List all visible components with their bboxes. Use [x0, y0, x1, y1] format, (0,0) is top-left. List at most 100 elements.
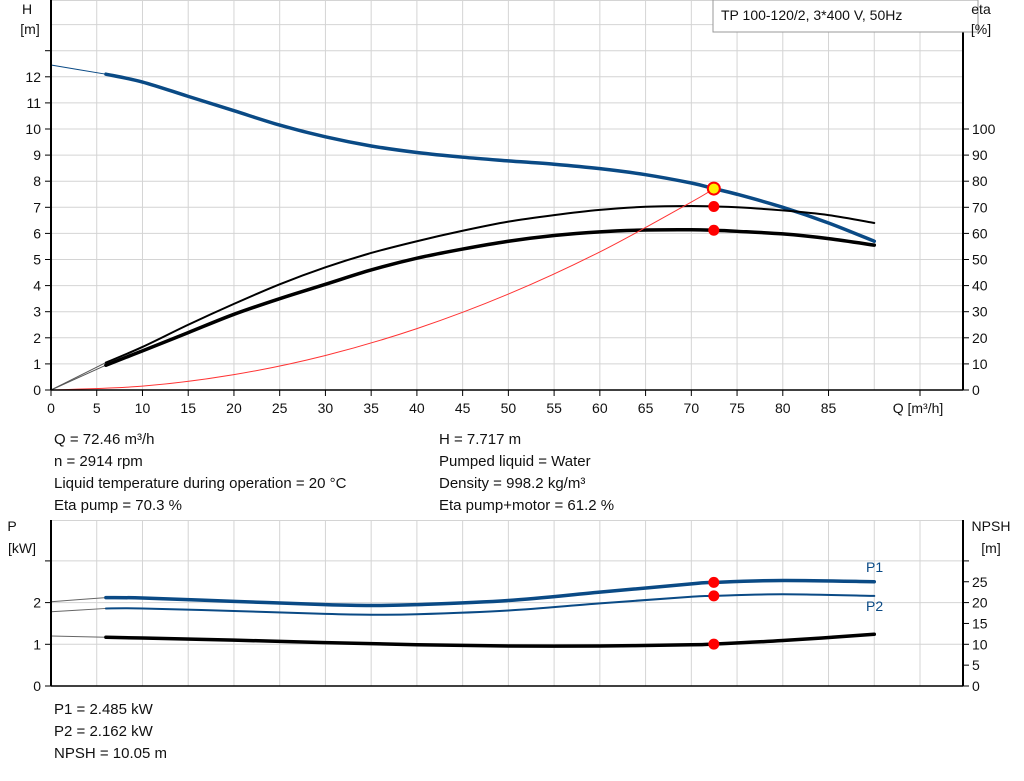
h-axis-unit: [m] [20, 21, 39, 37]
npsh-axis-name: NPSH [972, 518, 1011, 534]
h-tick-label: 7 [33, 199, 41, 215]
speed-readout: n = 2914 rpm [54, 453, 143, 470]
eta-tick-label: 70 [972, 199, 988, 215]
op-point-p2 [708, 590, 720, 602]
p1-readout: P1 = 2.485 kW [54, 701, 153, 718]
p-tick-label: 0 [33, 678, 41, 694]
x-tick-label: 65 [638, 400, 654, 416]
x-tick-label: 80 [775, 400, 791, 416]
h-tick-label: 6 [33, 225, 41, 241]
x-tick-label: 75 [729, 400, 745, 416]
h-tick-label: 0 [33, 382, 41, 398]
x-tick-label: 55 [546, 400, 562, 416]
p1-series-label: P1 [866, 559, 883, 575]
legend-title: TP 100-120/2, 3*400 V, 50Hz [721, 7, 902, 23]
x-tick-label: 85 [821, 400, 837, 416]
p2-readout: P2 = 2.162 kW [54, 723, 153, 740]
npsh-axis-unit: [m] [981, 540, 1000, 556]
npsh-tick-label: 25 [972, 574, 988, 590]
p2-curve-extrapolated [50, 607, 106, 613]
temperature-readout: Liquid temperature during operation = 20… [54, 475, 347, 492]
eta-pump-readout: Eta pump = 70.3 % [54, 497, 182, 514]
npsh-tick-label: 10 [972, 636, 988, 652]
op-point-p1 [708, 576, 720, 588]
x-tick-label: 25 [272, 400, 288, 416]
h-axis-name: H [22, 1, 32, 17]
h-tick-label: 1 [33, 356, 41, 372]
p-axis-unit: [kW] [8, 540, 36, 556]
x-tick-label: 70 [684, 400, 700, 416]
flow-readout: Q = 72.46 m³/h [54, 431, 155, 448]
x-tick-label: 5 [93, 400, 101, 416]
x-tick-label: 45 [455, 400, 471, 416]
x-tick-label: 60 [592, 400, 608, 416]
npsh-tick-label: 20 [972, 595, 988, 611]
npsh-curve [104, 632, 877, 648]
op-point-eta-pump [708, 201, 720, 213]
info-bottom: P1 = 2.485 kW P2 = 2.162 kW NPSH = 10.05… [54, 699, 167, 765]
h-tick-label: 2 [33, 330, 41, 346]
axes [45, 0, 969, 687]
x-tick-label: 0 [47, 400, 55, 416]
system-curve [50, 188, 715, 391]
eta-axis-unit: [%] [971, 21, 991, 37]
p-axis-name: P [7, 518, 16, 534]
h-tick-label: 11 [26, 95, 41, 111]
x-tick-label: 10 [135, 400, 151, 416]
h-tick-label: 10 [25, 121, 41, 137]
eta-tick-label: 60 [972, 225, 988, 241]
curves [50, 64, 877, 650]
npsh-tick-label: 15 [972, 615, 988, 631]
head-curve [104, 72, 877, 243]
x-tick-label: 40 [409, 400, 425, 416]
eta-tick-label: 80 [972, 173, 988, 189]
eta-tick-label: 90 [972, 147, 988, 163]
q-axis-label: Q [m³/h] [893, 400, 944, 416]
npsh-readout: NPSH = 10.05 m [54, 745, 167, 762]
h-tick-label: 12 [25, 69, 41, 85]
eta-tick-label: 30 [972, 304, 988, 320]
eta-axis-name: eta [971, 1, 991, 17]
liquid-readout: Pumped liquid = Water [439, 453, 591, 470]
op-point-npsh [708, 638, 720, 650]
density-readout: Density = 998.2 kg/m³ [439, 475, 586, 492]
info-right: H = 7.717 m Pumped liquid = Water Densit… [439, 429, 614, 517]
x-tick-label: 20 [226, 400, 242, 416]
eta-tick-label: 20 [972, 330, 988, 346]
eta-tick-label: 0 [972, 382, 980, 398]
p1-curve-extrapolated [50, 597, 106, 603]
h-tick-label: 3 [33, 304, 41, 320]
h-tick-label: 5 [33, 252, 41, 268]
x-tick-label: 35 [363, 400, 379, 416]
eta-curve-extrapolated [50, 364, 107, 391]
p2-curve [104, 593, 876, 616]
x-tick-label: 15 [180, 400, 196, 416]
eta-tick-label: 50 [972, 252, 988, 268]
head-readout: H = 7.717 m [439, 431, 522, 448]
eta-total-readout: Eta pump+motor = 61.2 % [439, 497, 615, 514]
h-tick-label: 4 [33, 278, 41, 294]
op-point-head [706, 181, 721, 196]
p2-series-label: P2 [866, 598, 883, 614]
legend-box: TP 100-120/2, 3*400 V, 50Hz [712, 0, 979, 33]
p-tick-label: 1 [33, 636, 41, 652]
eta-pump-motor-curve [104, 227, 877, 367]
grid-top [51, 0, 963, 390]
axis-labels: 0 5 10 15 20 25 30 35 40 45 50 55 60 65 70 75 80 85012345… [25, 69, 995, 694]
x-tick-label: 30 [318, 400, 334, 416]
npsh-tick-label: 5 [972, 657, 980, 673]
eta-tick-label: 40 [972, 278, 988, 294]
h-tick-label: 9 [33, 147, 41, 163]
eta-tick-label: 100 [972, 121, 996, 137]
grid-bottom [51, 520, 963, 686]
p1-curve [104, 578, 877, 608]
npsh-tick-label: 0 [972, 678, 980, 694]
x-tick-label: 50 [501, 400, 517, 416]
h-tick-label: 8 [33, 173, 41, 189]
head-curve-extrapolated [50, 64, 106, 75]
npsh-curve-extrapolated [50, 635, 106, 638]
p-tick-label: 2 [33, 595, 41, 611]
eta-tick-label: 10 [972, 356, 988, 372]
eta-pump-curve [104, 204, 876, 364]
